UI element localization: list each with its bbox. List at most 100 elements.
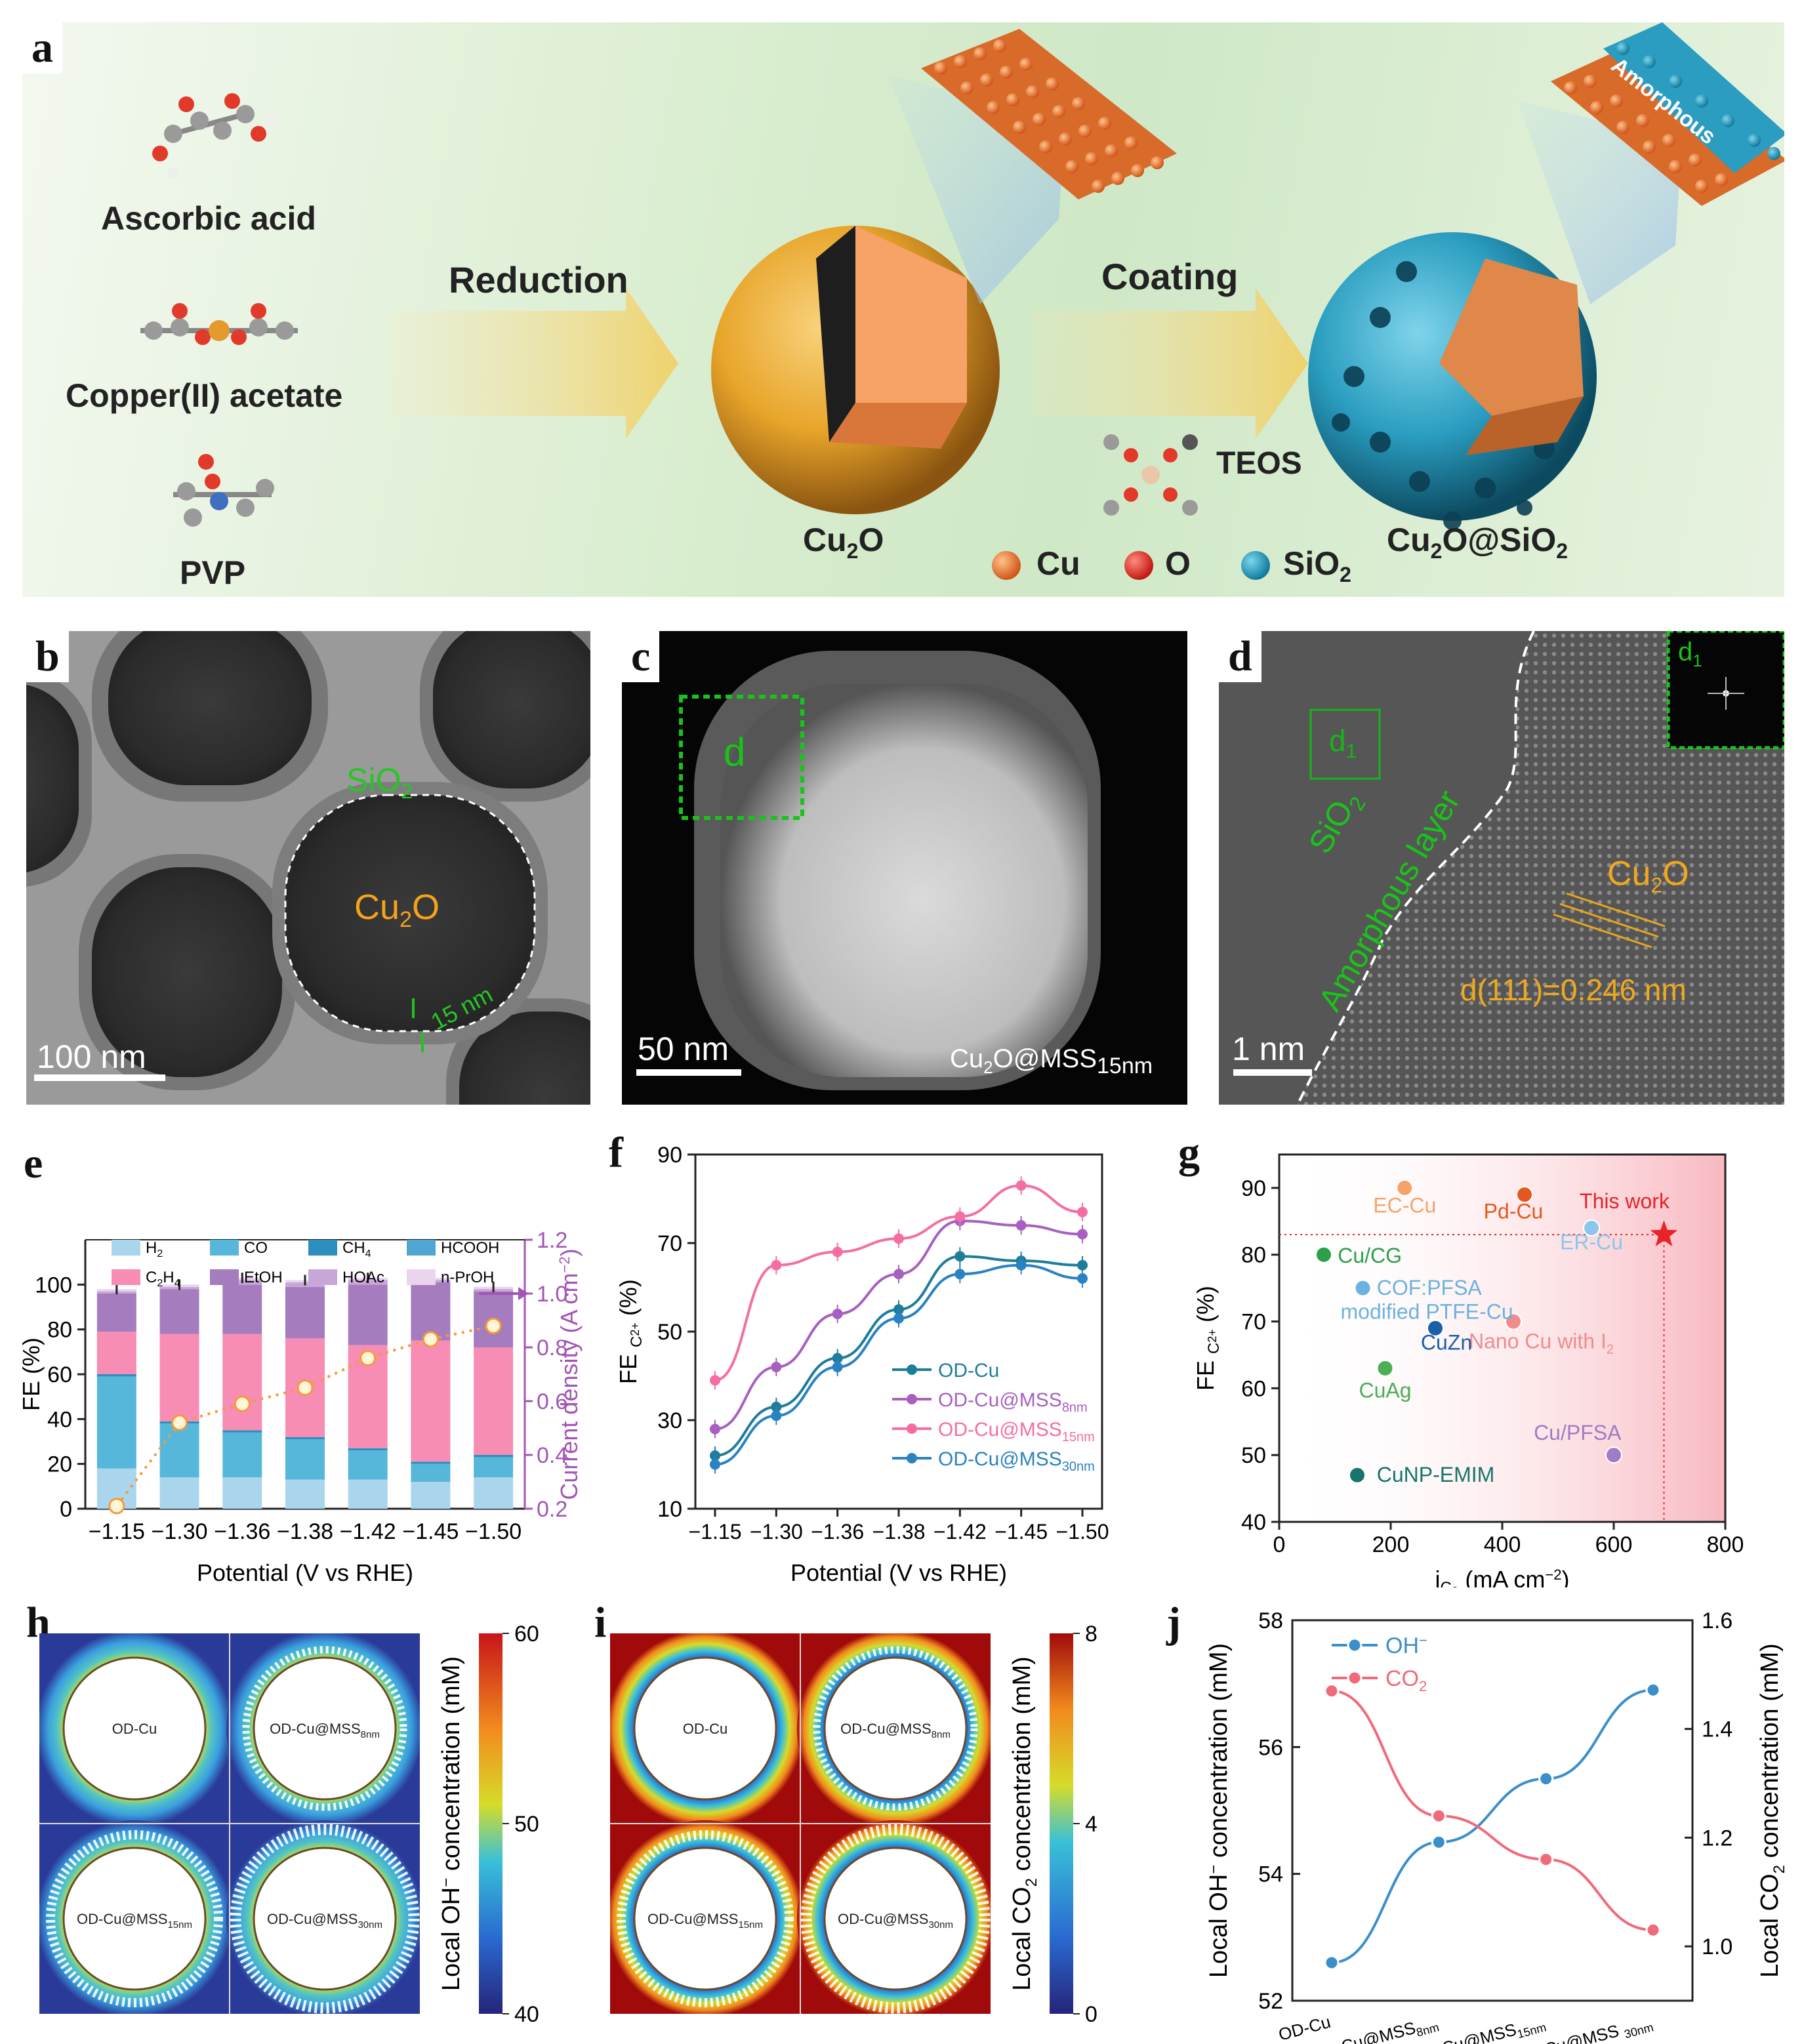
bar-H2 <box>285 1479 325 1509</box>
y-tick-label: 50 <box>657 1320 682 1345</box>
legend-swatch-H2 <box>112 1240 140 1256</box>
y-tick-label: 100 <box>35 1273 72 1298</box>
cell-label: OD-Cu <box>683 1721 728 1737</box>
bar-CH4 <box>285 1437 325 1440</box>
bar-EtOH <box>411 1282 451 1341</box>
cell-label: OD-Cu@MSS8nm <box>840 1721 951 1740</box>
legend-marker-OD-Cu@MSS8nm <box>907 1394 917 1404</box>
bar-H2 <box>222 1477 262 1509</box>
cu2o-label-b: Cu2O <box>354 888 440 932</box>
y-axis-title: Local OH− concentration (mM) <box>1205 1643 1233 1978</box>
bar-C2H4 <box>96 1332 136 1374</box>
cell-label: OD-Cu@MSS30nm <box>838 1911 953 1931</box>
bar-C2H4 <box>474 1347 514 1455</box>
x-tick-label: −1.42 <box>933 1520 987 1543</box>
legend-swatch-n-PrOH <box>407 1269 436 1285</box>
scale-bar-label-b: 100 nm <box>37 1038 146 1075</box>
legend-sio2-icon <box>1241 551 1270 580</box>
point-CuNP-EMIM <box>1349 1466 1366 1484</box>
panel-b: b SiO2 Cu2O 15 nm 100 nm <box>26 631 590 1105</box>
reduction-arrow-icon <box>390 288 678 439</box>
x-tick-label: 800 <box>1707 1532 1744 1557</box>
scale-bar-label-c: 50 nm <box>638 1031 729 1067</box>
y-axis-title: FE (%) <box>18 1338 45 1411</box>
legend-o-label: O <box>1165 545 1191 582</box>
y-tick-label: 50 <box>1241 1443 1266 1468</box>
panel-d-label: d <box>1219 631 1261 682</box>
point-Pd-Cu <box>1516 1186 1533 1204</box>
teos-label: TEOS <box>1216 446 1302 481</box>
current-density-point <box>171 1414 188 1431</box>
panel-j-label: j <box>1166 1599 1181 1646</box>
scale-bar-label-d: 1 nm <box>1232 1031 1305 1067</box>
y2-tick-label: 1.4 <box>1702 1717 1732 1742</box>
colorbar <box>1050 1633 1073 2014</box>
panel-b-label: b <box>26 631 69 682</box>
y2-tick-label: 1.6 <box>1702 1608 1732 1633</box>
map-grid <box>39 1633 420 2014</box>
legend-label-OD-Cu: OD-Cu <box>938 1360 999 1381</box>
current-density-point <box>359 1349 377 1366</box>
y-tick-label: 60 <box>47 1362 72 1387</box>
label-cof-pfsa: COF:PFSA <box>1377 1276 1483 1299</box>
y-tick-label: 80 <box>47 1318 72 1343</box>
x-tick-label: −1.50 <box>1056 1520 1109 1543</box>
y2-tick-label: 1.0 <box>537 1282 567 1307</box>
panel-a-illustration: Amorphous <box>140 22 1784 580</box>
point-CuZn <box>1427 1319 1444 1337</box>
label-cuag: CuAg <box>1359 1379 1411 1402</box>
bar-CO <box>411 1463 451 1482</box>
copper-acetate-label: Copper(II) acetate <box>66 377 343 414</box>
cu2o-crystal-slab <box>921 29 1177 199</box>
point-Cu/CG <box>1315 1246 1332 1263</box>
cu2o-label: Cu2O <box>803 521 884 563</box>
legend-cu-icon <box>992 551 1021 580</box>
colorbar-tick-label: 4 <box>1085 1812 1097 1837</box>
bar-EtOH <box>159 1289 199 1334</box>
bar-CH4 <box>474 1455 514 1458</box>
mesoporous-shell-icon <box>46 1830 223 2007</box>
particle-core <box>253 1656 397 1801</box>
bar-EtOH <box>348 1284 388 1345</box>
bar-H2 <box>474 1477 514 1509</box>
label-cof-ptfe: modified PTFE-Cu <box>1341 1299 1513 1323</box>
series-point-CO2 <box>1431 1808 1446 1824</box>
cell-label: OD-Cu <box>112 1721 157 1737</box>
y-tick-label: 0 <box>60 1497 72 1522</box>
panel-j-chart: 525456581.01.21.41.6OD-CuOD-Cu@MSS8nmOD-… <box>1205 1608 1788 2044</box>
x-axis-title: jC2+(mA cm−2) <box>1435 1566 1570 1587</box>
cu2o-sio2-label: Cu2O@SiO2 <box>1387 521 1568 563</box>
panel-f-label: f <box>609 1129 623 1177</box>
region-d-label: d <box>724 730 746 774</box>
legend-marker-CO2 <box>1347 1670 1363 1686</box>
series-point-OH- <box>1324 1955 1340 1971</box>
y2-tick-label: 0.8 <box>537 1336 567 1360</box>
bar-CO <box>285 1439 325 1480</box>
y-tick-label: 58 <box>1258 1608 1283 1633</box>
current-density-point <box>422 1331 439 1348</box>
x-tick-label: −1.50 <box>465 1519 522 1544</box>
fft-inset-label: d1 <box>1678 638 1702 670</box>
point-Cu/PFSA <box>1605 1446 1622 1464</box>
bar-CO <box>222 1432 262 1478</box>
y-tick-label: 52 <box>1258 1989 1283 2014</box>
mesoporous-shell-icon <box>617 1830 794 2007</box>
legend-swatch-EtOH <box>210 1269 239 1285</box>
bar-CH4 <box>411 1461 451 1464</box>
legend-marker-OD-Cu@MSS15nm <box>907 1423 917 1434</box>
label-cu-cg: Cu/CG <box>1338 1244 1402 1267</box>
y2-tick-label: 1.2 <box>1702 1826 1732 1850</box>
cu2o-sio2-crystal-slab: Amorphous <box>1551 22 1784 206</box>
legend-label-C2H4: C2H4 <box>146 1269 180 1289</box>
legend-label-OD-Cu@MSS30nm: OD-Cu@MSS30nm <box>938 1448 1095 1474</box>
sio2-label-b: SiO2 <box>346 762 413 803</box>
colorbar-title: Local OH− concentration (mM) <box>438 1656 465 1991</box>
particle-core <box>823 1847 968 1991</box>
cell-label: OD-Cu@MSS15nm <box>647 1911 763 1931</box>
x-axis-title: Potential (V vs RHE) <box>790 1559 1007 1586</box>
colorbar <box>479 1633 502 2014</box>
map-grid <box>610 1633 991 2014</box>
this-work-label: This work <box>1580 1189 1670 1213</box>
x-tick-label: −1.38 <box>872 1520 926 1543</box>
current-density-point <box>297 1380 314 1396</box>
